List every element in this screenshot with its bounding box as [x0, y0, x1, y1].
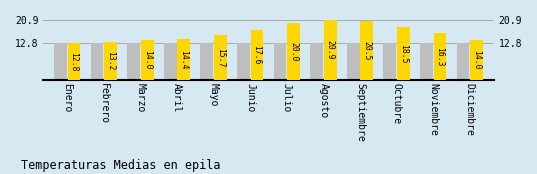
Text: Temperaturas Medias en epila: Temperaturas Medias en epila	[21, 159, 221, 172]
Bar	[397, 27, 410, 80]
Bar	[164, 43, 177, 80]
Text: 16.3: 16.3	[436, 47, 445, 66]
Bar	[177, 39, 190, 80]
Text: 13.2: 13.2	[106, 51, 115, 71]
Text: 20.9: 20.9	[325, 40, 335, 60]
Text: 12.8: 12.8	[69, 52, 78, 72]
Bar	[347, 43, 360, 80]
Bar	[433, 33, 446, 80]
Bar	[310, 43, 323, 80]
Bar	[383, 43, 396, 80]
Bar	[420, 43, 433, 80]
Bar	[251, 30, 263, 80]
Text: 14.0: 14.0	[472, 50, 481, 70]
Bar	[68, 43, 81, 80]
Text: 18.5: 18.5	[399, 44, 408, 63]
Bar	[456, 43, 469, 80]
Bar	[360, 21, 373, 80]
Text: 14.0: 14.0	[143, 50, 151, 70]
Bar	[214, 35, 227, 80]
Bar	[287, 23, 300, 80]
Bar	[127, 43, 140, 80]
Text: 17.6: 17.6	[252, 45, 262, 65]
Text: 20.5: 20.5	[362, 41, 371, 60]
Bar	[470, 40, 483, 80]
Bar	[324, 20, 337, 80]
Bar	[141, 40, 154, 80]
Bar	[91, 43, 104, 80]
Bar	[104, 42, 117, 80]
Bar	[274, 43, 286, 80]
Bar	[54, 43, 67, 80]
Text: 15.7: 15.7	[216, 48, 225, 67]
Text: 20.0: 20.0	[289, 42, 298, 61]
Bar	[200, 43, 213, 80]
Bar	[237, 43, 250, 80]
Text: 14.4: 14.4	[179, 50, 188, 69]
